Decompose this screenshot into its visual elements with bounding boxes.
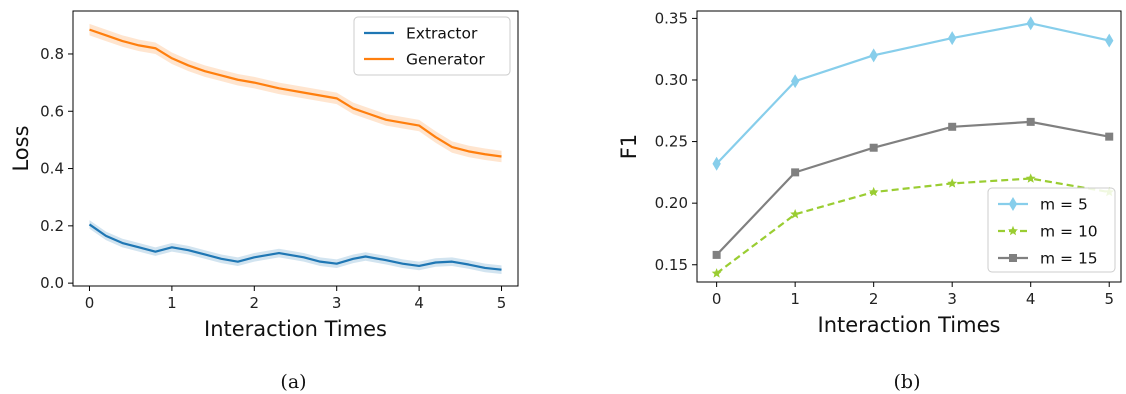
data-point-0-1 bbox=[790, 74, 800, 89]
y-tick-label: 0.20 bbox=[655, 194, 688, 212]
y-tick-label: 0.4 bbox=[40, 160, 64, 178]
y-axis-title: Loss bbox=[9, 125, 33, 171]
data-point-0-0 bbox=[712, 156, 721, 171]
legend-box bbox=[987, 187, 1116, 273]
data-point-2-4 bbox=[1026, 117, 1035, 126]
x-tick-label: 2 bbox=[869, 290, 879, 308]
y-tick-label: 0.6 bbox=[40, 102, 64, 120]
series-band-0 bbox=[89, 220, 502, 274]
data-point-2-5 bbox=[1105, 132, 1114, 141]
data-point-2-3 bbox=[948, 122, 957, 131]
panel-b: 0 1 2 3 4 5 0.15 0.20 0.25 0.30 0.35 Interaction Ti… bbox=[617, 9, 1122, 393]
data-point-2-2 bbox=[869, 143, 878, 152]
legend-label-0: Extractor bbox=[406, 25, 478, 43]
plot-frame bbox=[696, 10, 1122, 283]
series-line-0 bbox=[88, 223, 502, 271]
data-point-2-1 bbox=[791, 168, 800, 177]
series-band-1 bbox=[89, 23, 502, 163]
data-point-1-0 bbox=[711, 268, 722, 278]
y-tick-label: 0.8 bbox=[40, 45, 64, 63]
x-tick-label: 3 bbox=[947, 290, 957, 308]
series-line-1 bbox=[715, 177, 1110, 275]
legend-label-0: m = 5 bbox=[1040, 196, 1088, 214]
y-tick-label: 0.15 bbox=[655, 256, 688, 274]
legend-marker-0 bbox=[1008, 197, 1018, 211]
x-tick-label: 2 bbox=[250, 294, 260, 312]
x-tick-label: 0 bbox=[85, 294, 95, 312]
y-tick-label: 0.25 bbox=[655, 133, 688, 151]
x-tick-label: 5 bbox=[497, 294, 507, 312]
data-point-0-2 bbox=[869, 48, 878, 63]
legend-box bbox=[353, 16, 511, 76]
legend-label-1: m = 10 bbox=[1040, 223, 1098, 241]
y-axis-title: F1 bbox=[617, 134, 641, 159]
legend-marker-1 bbox=[1008, 225, 1018, 236]
y-tick-label: 0.0 bbox=[40, 274, 64, 292]
data-point-1-1 bbox=[790, 209, 801, 219]
legend-label-2: m = 15 bbox=[1040, 250, 1098, 268]
data-point-0-5 bbox=[1105, 33, 1114, 48]
data-point-0-3 bbox=[948, 31, 957, 46]
y-tick-label: 0.35 bbox=[655, 9, 688, 27]
panel-a: 0 1 2 3 4 5 0.0 0.2 0.4 0.6 0.8 Interaction Times Lo… bbox=[9, 10, 519, 393]
x-tick-label: 3 bbox=[332, 294, 342, 312]
x-axis-title: Interaction Times bbox=[818, 313, 1001, 337]
x-tick-label: 0 bbox=[712, 290, 722, 308]
data-point-0-4 bbox=[1026, 16, 1035, 31]
data-point-2-0 bbox=[712, 250, 721, 259]
x-tick-label: 4 bbox=[1026, 290, 1036, 308]
series-line-2 bbox=[715, 120, 1110, 256]
x-tick-label: 4 bbox=[414, 294, 424, 312]
y-tick-label: 0.30 bbox=[655, 71, 688, 89]
legend-marker-2 bbox=[1009, 254, 1017, 262]
plot-frame bbox=[72, 10, 519, 287]
x-axis-title: Interaction Times bbox=[204, 317, 387, 341]
data-point-1-2 bbox=[868, 186, 879, 197]
y-tick-label: 0.2 bbox=[40, 217, 64, 235]
x-tick-label: 1 bbox=[790, 290, 800, 308]
data-point-1-3 bbox=[947, 178, 958, 188]
series-line-1 bbox=[89, 28, 502, 158]
panel-caption: (b) bbox=[894, 371, 921, 393]
x-tick-label: 1 bbox=[167, 294, 177, 312]
legend-label-1: Generator bbox=[406, 51, 485, 69]
x-tick-label: 5 bbox=[1104, 290, 1114, 308]
series-line-0 bbox=[715, 22, 1110, 165]
data-point-1-4 bbox=[1025, 173, 1036, 183]
panel-caption: (a) bbox=[280, 371, 306, 393]
